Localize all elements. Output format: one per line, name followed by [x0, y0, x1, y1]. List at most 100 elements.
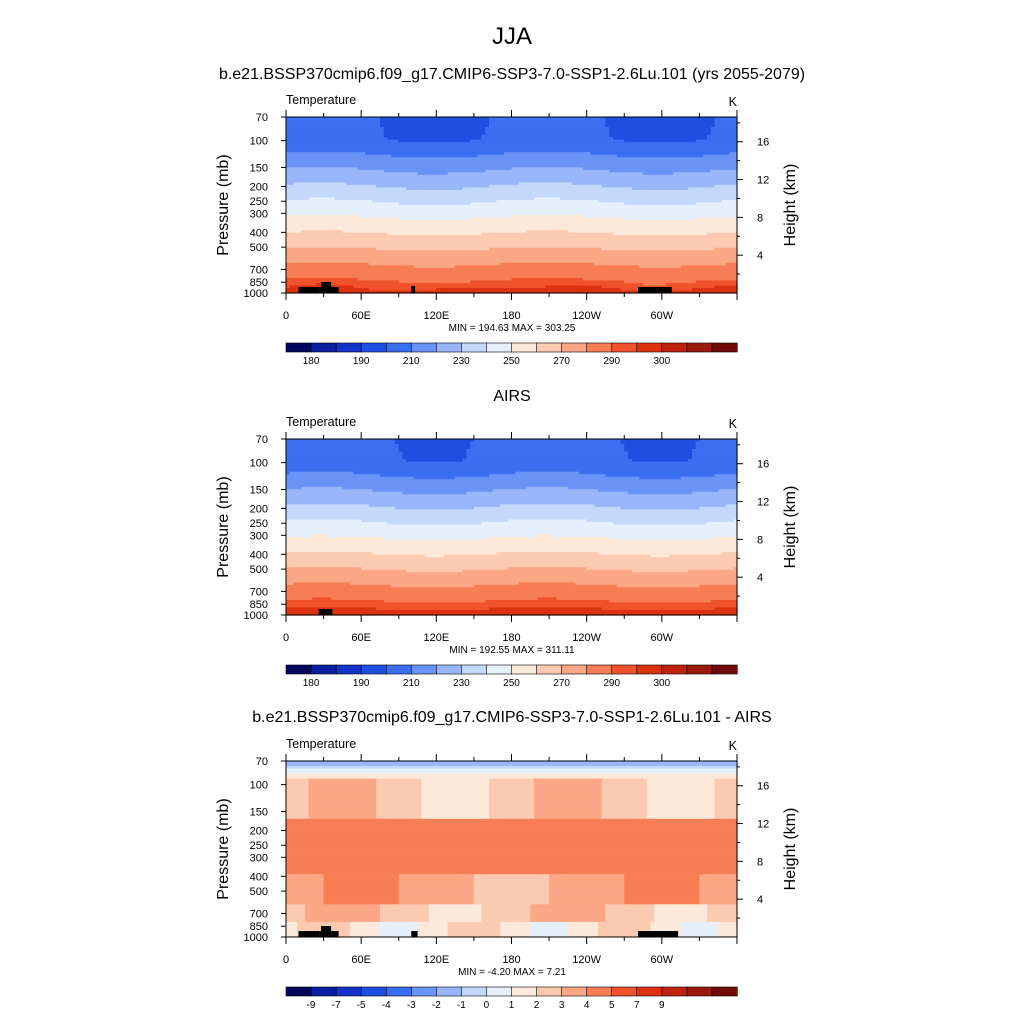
contour-band [462, 459, 633, 463]
contour-band [368, 504, 501, 508]
contour-band [402, 454, 467, 458]
contour-band [695, 280, 738, 284]
contour-band [286, 280, 400, 284]
contour-band [534, 801, 603, 805]
contour-band [714, 778, 738, 782]
contour-band [466, 451, 629, 455]
contour-band [530, 911, 607, 915]
contour-band [421, 786, 490, 790]
contour-band [695, 217, 738, 221]
y-tick-label: 150 [250, 806, 268, 818]
colorbar-label: -7 [332, 1000, 341, 1011]
contour-band [376, 781, 422, 785]
contour-band [383, 129, 486, 133]
contour-band [534, 806, 603, 810]
contour-band [286, 821, 738, 825]
longitude-axis: 0 60E 120E 180 120W 60W [283, 432, 738, 644]
contour-band [628, 451, 693, 455]
y-tick-label: 100 [250, 780, 268, 792]
contour-band [391, 154, 479, 158]
contour-band [286, 798, 310, 802]
contour-band [624, 891, 701, 895]
y-tick-label: 700 [250, 908, 268, 920]
contour-band [714, 808, 738, 812]
contour-band [398, 901, 475, 905]
contour-band [473, 879, 550, 883]
contour-band [398, 879, 475, 883]
contour-band [601, 778, 648, 782]
contour-band [376, 783, 422, 787]
y-tick-label: 400 [250, 227, 268, 239]
longitude-axis: 0 60E 120E 180 120W 60W [283, 110, 738, 322]
contour-band [286, 267, 738, 271]
contour-band [286, 237, 738, 241]
contour-band [706, 904, 738, 908]
height-tick-label: 8 [757, 212, 763, 224]
contour-band [379, 929, 419, 933]
contour-band [725, 262, 738, 266]
contour-band [308, 803, 377, 807]
colorbar-box [586, 664, 613, 675]
contour-band [286, 869, 738, 873]
contour-band [601, 788, 648, 792]
contour-band [308, 798, 377, 802]
contour-band [601, 803, 648, 807]
contour-band [680, 934, 719, 938]
contour-band [534, 791, 603, 795]
contour-band [500, 931, 531, 936]
contour-band [286, 481, 738, 485]
contour-band [567, 921, 599, 926]
contour-band [706, 134, 738, 138]
contour-band [379, 909, 430, 913]
contour-band [699, 884, 738, 888]
contour-band [368, 262, 501, 266]
contour-band [631, 569, 689, 573]
colorbar-box [511, 664, 538, 675]
contour-band [534, 793, 603, 797]
y-tick-label: 70 [256, 756, 268, 768]
longitude-axis: 0 60E 120E 180 120W 60W [283, 754, 738, 966]
height-axis: 4 8 12 16 [737, 122, 769, 275]
contour-band [421, 803, 490, 807]
min-max-label: MIN = 192.55 MAX = 311.11 [449, 645, 575, 656]
colorbar-box [310, 986, 337, 997]
colorbar-label: -2 [432, 1000, 441, 1011]
contour-band [398, 202, 471, 206]
contour-band [695, 202, 738, 206]
contour-band [372, 552, 498, 556]
contour-band [286, 544, 738, 548]
colorbar-box [486, 342, 513, 353]
contour-band [421, 801, 490, 805]
colorbar-label: 1 [509, 1000, 515, 1011]
contour-band [428, 911, 483, 915]
contour-band [304, 914, 381, 918]
figure-title: JJA [492, 23, 532, 50]
contour-band [549, 884, 625, 888]
contour-band [286, 446, 400, 450]
contour-band [601, 791, 648, 795]
contour-band [286, 763, 738, 767]
contour-band [646, 788, 716, 792]
contour-band [286, 252, 738, 256]
contour-band [624, 202, 697, 206]
height-tick-label: 12 [757, 497, 769, 509]
contour-band [646, 786, 716, 790]
contour-band [286, 122, 381, 126]
contour-band [286, 587, 738, 591]
contour-band [364, 152, 505, 156]
contour-band [286, 881, 325, 885]
contour-band [308, 778, 377, 782]
colorbar: -9 -7 -5 -4 -3 -2 -1 0 1 2 3 4 5 7 9 [285, 986, 738, 1011]
contour-band [421, 781, 490, 785]
colorbar-label: 9 [659, 1000, 665, 1011]
contour-band [605, 911, 655, 915]
contour-band [612, 521, 708, 526]
contour-band [485, 129, 610, 133]
contour-band [650, 924, 682, 928]
contour-band [673, 172, 738, 176]
contour-band [286, 182, 295, 186]
topography-mask [321, 282, 332, 293]
contour-band [286, 282, 317, 287]
contour-band [286, 846, 738, 850]
